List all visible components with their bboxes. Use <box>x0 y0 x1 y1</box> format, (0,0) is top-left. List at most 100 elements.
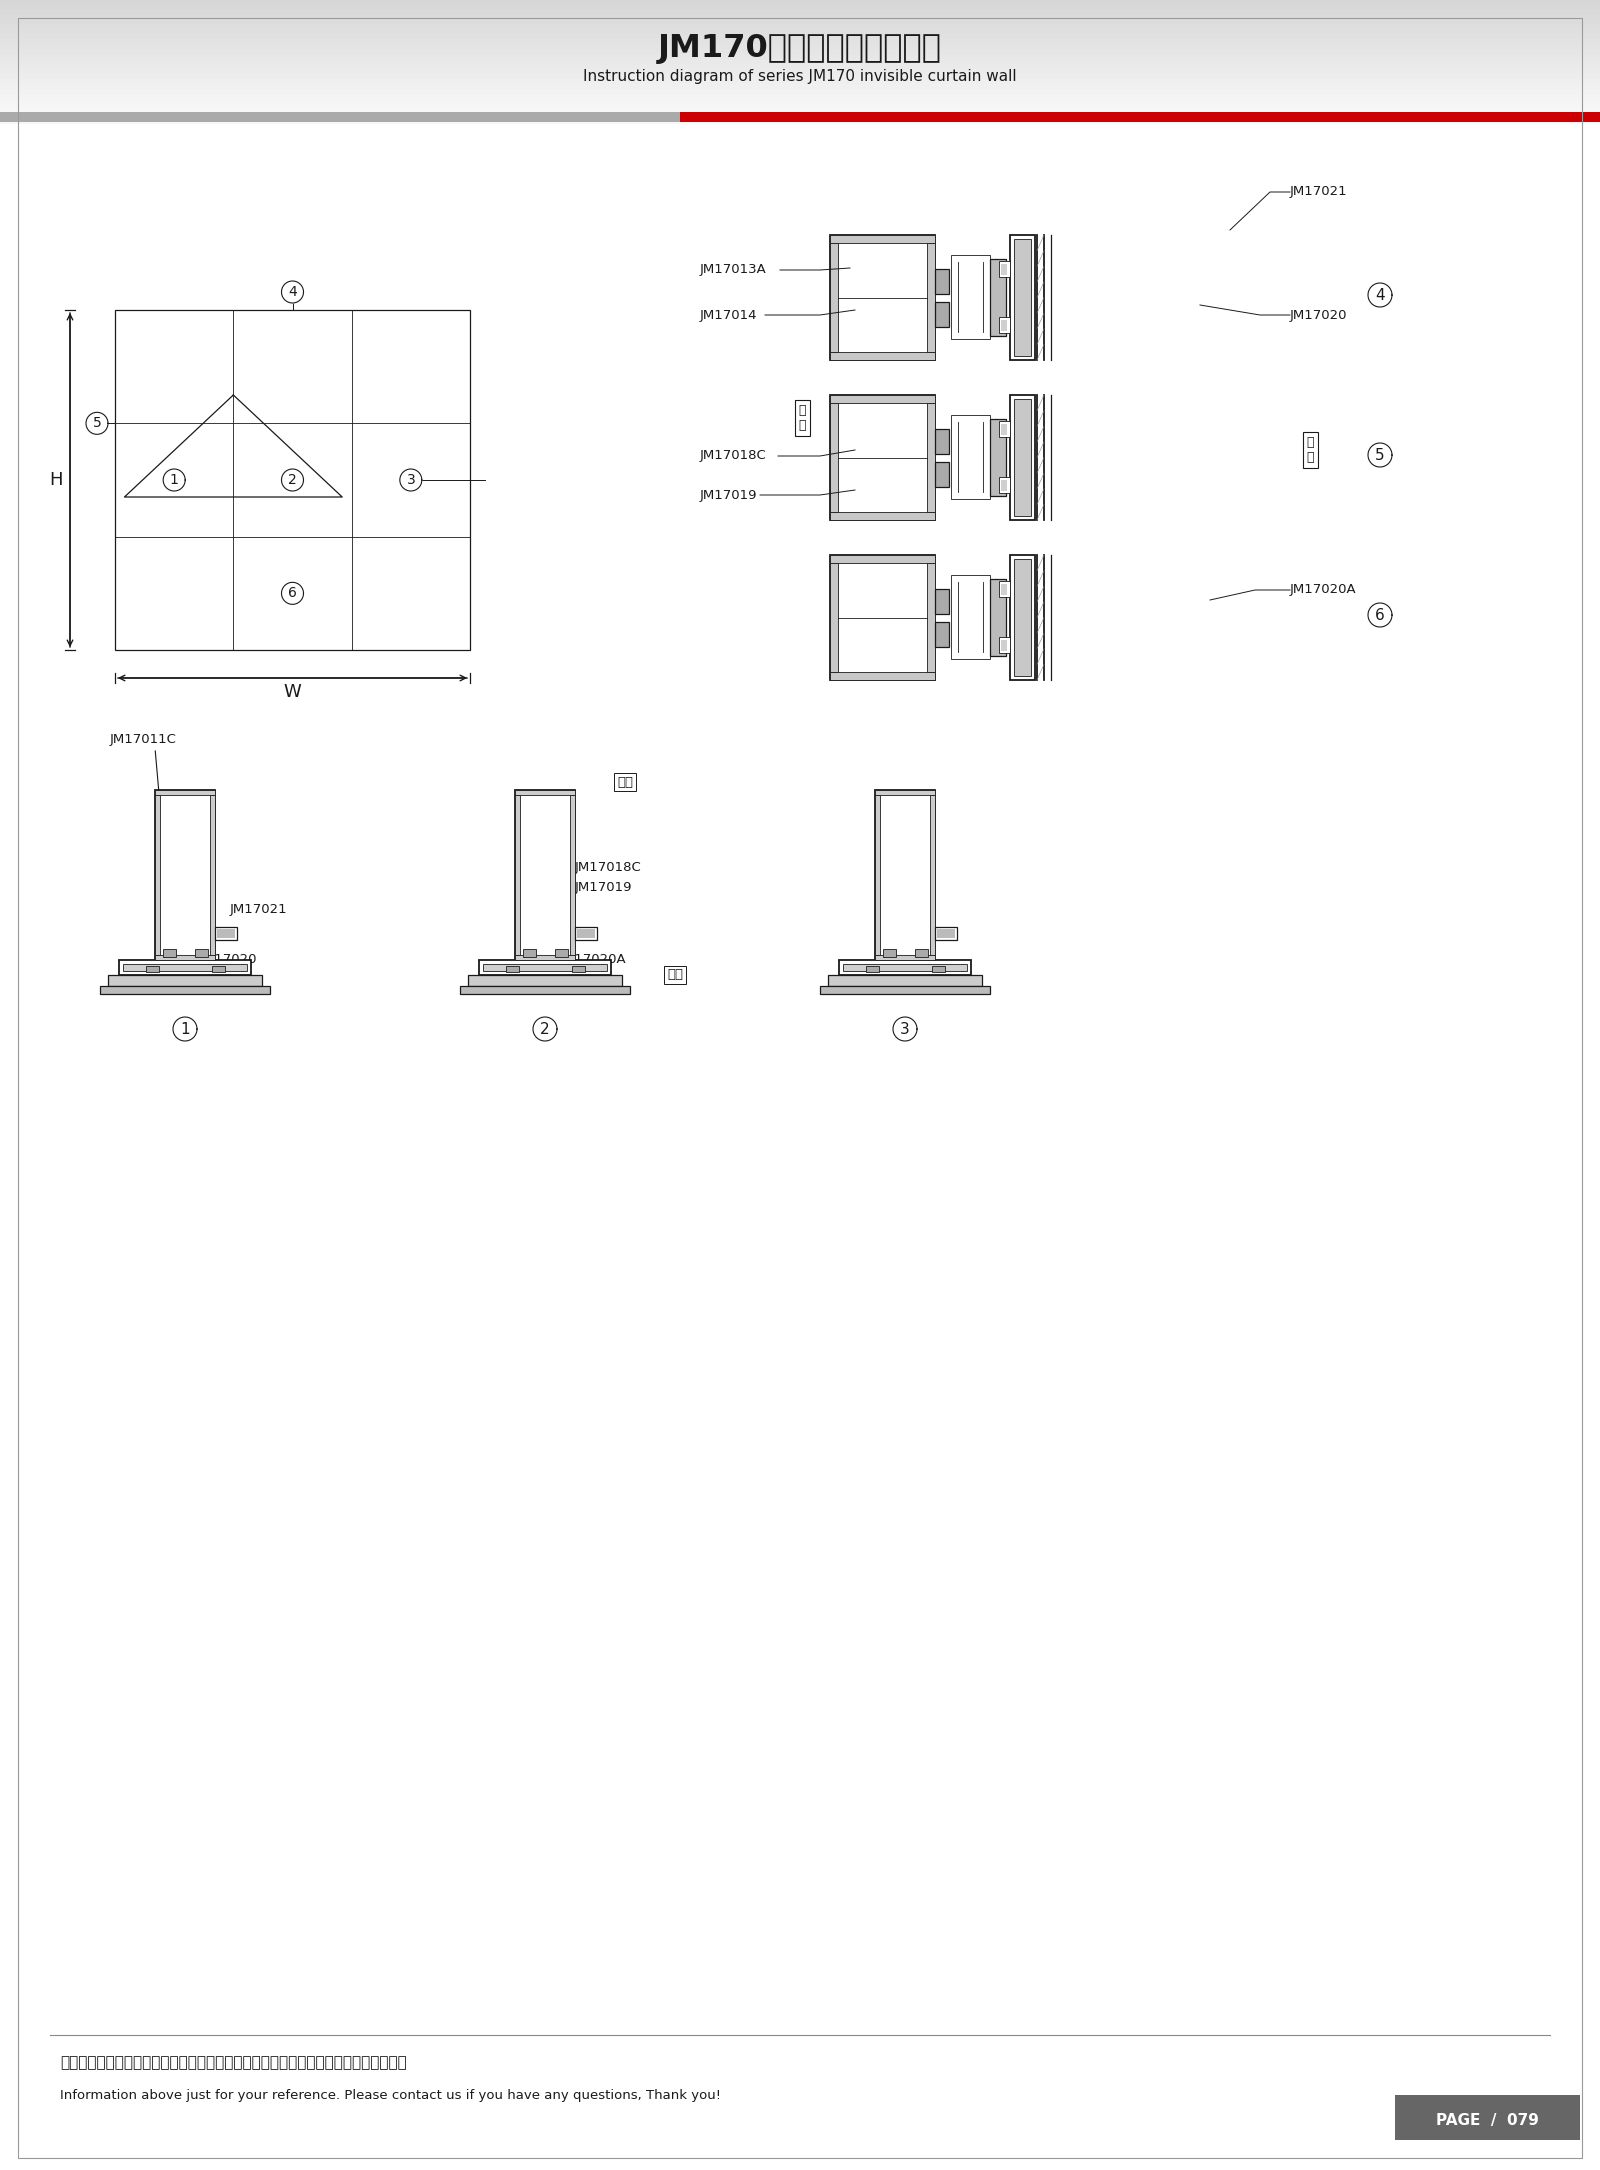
Bar <box>998 421 1010 436</box>
Bar <box>819 985 990 994</box>
Polygon shape <box>163 469 186 490</box>
Bar <box>211 966 226 972</box>
Text: 1: 1 <box>170 473 179 486</box>
Bar <box>934 427 949 454</box>
Bar <box>0 24 1600 28</box>
Text: 3: 3 <box>406 473 416 486</box>
Bar <box>930 794 934 955</box>
Bar <box>0 39 1600 43</box>
Bar <box>515 790 574 959</box>
Text: JM17011C: JM17011C <box>110 733 178 746</box>
Bar <box>934 462 949 486</box>
Bar <box>998 582 1010 597</box>
Bar <box>830 243 838 352</box>
Bar <box>934 302 949 326</box>
Bar <box>155 794 160 955</box>
Bar <box>0 43 1600 50</box>
Text: H: H <box>50 471 62 488</box>
Bar <box>0 69 1600 74</box>
Text: JM17019: JM17019 <box>701 488 757 501</box>
Bar <box>0 59 1600 63</box>
Bar <box>1002 423 1006 434</box>
Text: 3: 3 <box>901 1022 910 1037</box>
Bar <box>934 269 949 293</box>
Bar <box>998 260 1010 278</box>
Bar <box>1002 265 1006 276</box>
Bar <box>0 104 1600 108</box>
Text: JM170系列隐框幕墙结构图: JM170系列隐框幕墙结构图 <box>658 33 942 63</box>
Bar <box>0 54 1600 59</box>
Bar <box>574 927 597 940</box>
Text: JM17019: JM17019 <box>574 881 632 894</box>
Bar <box>570 794 574 955</box>
Text: Information above just for your reference. Please contact us if you have any que: Information above just for your referenc… <box>61 2088 722 2101</box>
Bar <box>830 352 934 360</box>
Polygon shape <box>282 280 304 304</box>
Bar <box>195 948 208 957</box>
Bar <box>523 948 536 957</box>
Text: PAGE  /  079: PAGE / 079 <box>1435 2114 1539 2127</box>
Polygon shape <box>1368 282 1392 306</box>
Bar <box>123 963 246 970</box>
Bar <box>210 794 214 955</box>
Bar <box>830 673 934 679</box>
Bar <box>1010 234 1035 360</box>
Bar <box>0 78 1600 85</box>
Bar <box>515 794 520 955</box>
Text: 6: 6 <box>1374 608 1386 623</box>
Bar <box>875 955 934 959</box>
Bar <box>515 955 574 959</box>
Bar <box>467 974 622 985</box>
Bar <box>0 100 1600 104</box>
Text: JM17014: JM17014 <box>701 308 757 321</box>
Bar <box>0 85 1600 89</box>
Polygon shape <box>282 469 304 490</box>
Bar <box>866 966 878 972</box>
Polygon shape <box>400 469 422 490</box>
Text: 4: 4 <box>288 284 298 299</box>
Text: JM17013A: JM17013A <box>701 263 766 276</box>
Bar <box>0 0 1600 115</box>
Bar <box>926 243 934 352</box>
Bar <box>830 395 934 521</box>
Text: 4: 4 <box>1374 286 1386 302</box>
Polygon shape <box>282 582 304 603</box>
Bar <box>875 790 934 959</box>
Bar <box>0 13 1600 20</box>
Polygon shape <box>1368 603 1392 627</box>
Bar <box>155 790 214 959</box>
Bar <box>0 28 1600 35</box>
Bar <box>1395 2094 1581 2140</box>
Bar <box>0 63 1600 69</box>
Text: JM17020: JM17020 <box>1290 308 1347 321</box>
Bar <box>950 575 990 660</box>
Bar <box>118 959 251 974</box>
Text: 2: 2 <box>541 1022 550 1037</box>
Text: 室外: 室外 <box>667 968 683 981</box>
Text: JM17020A: JM17020A <box>560 953 627 966</box>
Bar <box>478 959 611 974</box>
Bar <box>915 948 928 957</box>
Bar <box>830 234 934 243</box>
Bar <box>0 113 680 122</box>
Bar <box>990 258 1006 336</box>
Bar <box>998 638 1010 653</box>
Bar <box>0 35 1600 39</box>
Bar <box>838 959 971 974</box>
Bar <box>0 108 1600 115</box>
Bar <box>578 929 595 937</box>
Polygon shape <box>173 1018 197 1042</box>
Text: 5: 5 <box>93 417 101 430</box>
Text: 5: 5 <box>1374 447 1386 462</box>
Bar <box>0 74 1600 78</box>
Bar <box>1002 480 1006 490</box>
Bar <box>0 93 1600 100</box>
Bar <box>0 20 1600 24</box>
Bar <box>875 794 880 955</box>
Bar <box>0 119 1600 124</box>
Polygon shape <box>1368 443 1392 467</box>
Bar <box>843 963 966 970</box>
Bar <box>998 477 1010 493</box>
Bar <box>830 556 934 679</box>
Bar <box>115 310 470 651</box>
